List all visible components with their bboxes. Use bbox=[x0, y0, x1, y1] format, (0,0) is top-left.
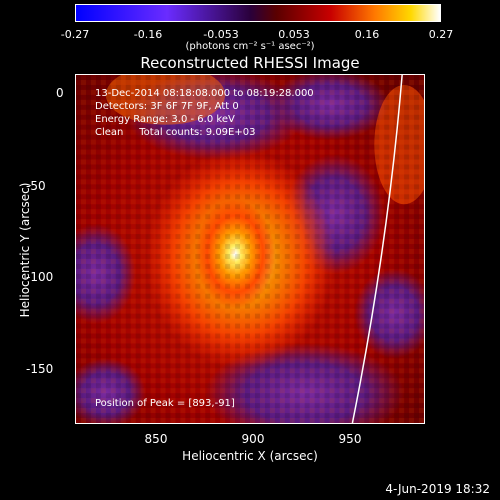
y-tick-label: -150 bbox=[26, 362, 54, 376]
colorbar-tick: -0.053 bbox=[203, 28, 239, 41]
colorbar-tick: 0.16 bbox=[354, 28, 380, 41]
x-tick-label: 950 bbox=[338, 432, 362, 446]
info-peak-position: Position of Peak = [893,-91] bbox=[95, 398, 235, 409]
colorbar-tick: 0.053 bbox=[278, 28, 310, 41]
x-tick-label: 850 bbox=[144, 432, 168, 446]
rhessi-image-plot bbox=[75, 74, 425, 424]
colorbar-tick: -0.16 bbox=[133, 28, 163, 41]
info-clean-counts: Clean Total counts: 9.09E+03 bbox=[95, 127, 256, 138]
y-tick-label: 0 bbox=[56, 86, 64, 100]
y-axis-label: Heliocentric Y (arcsec) bbox=[18, 182, 32, 318]
image-title: Reconstructed RHESSI Image bbox=[140, 54, 360, 72]
generation-timestamp: 4-Jun-2019 18:32 bbox=[385, 482, 490, 496]
y-tick-label: -50 bbox=[26, 179, 46, 193]
x-axis-label: Heliocentric X (arcsec) bbox=[182, 449, 318, 463]
y-tick-label: -100 bbox=[26, 270, 54, 284]
colorbar-units: (photons cm⁻² s⁻¹ asec⁻²) bbox=[185, 41, 315, 52]
info-time-range: 13-Dec-2014 08:18:08.000 to 08:19:28.000 bbox=[95, 88, 314, 99]
rhessi-image bbox=[76, 75, 424, 423]
info-energy-range: Energy Range: 3.0 - 6.0 keV bbox=[95, 114, 235, 125]
colorbar-tick: -0.27 bbox=[60, 28, 90, 41]
colorbar bbox=[75, 4, 441, 22]
colorbar-tick: 0.27 bbox=[428, 28, 454, 41]
info-detectors: Detectors: 3F 6F 7F 9F, Att 0 bbox=[95, 101, 239, 112]
x-tick-label: 900 bbox=[241, 432, 265, 446]
